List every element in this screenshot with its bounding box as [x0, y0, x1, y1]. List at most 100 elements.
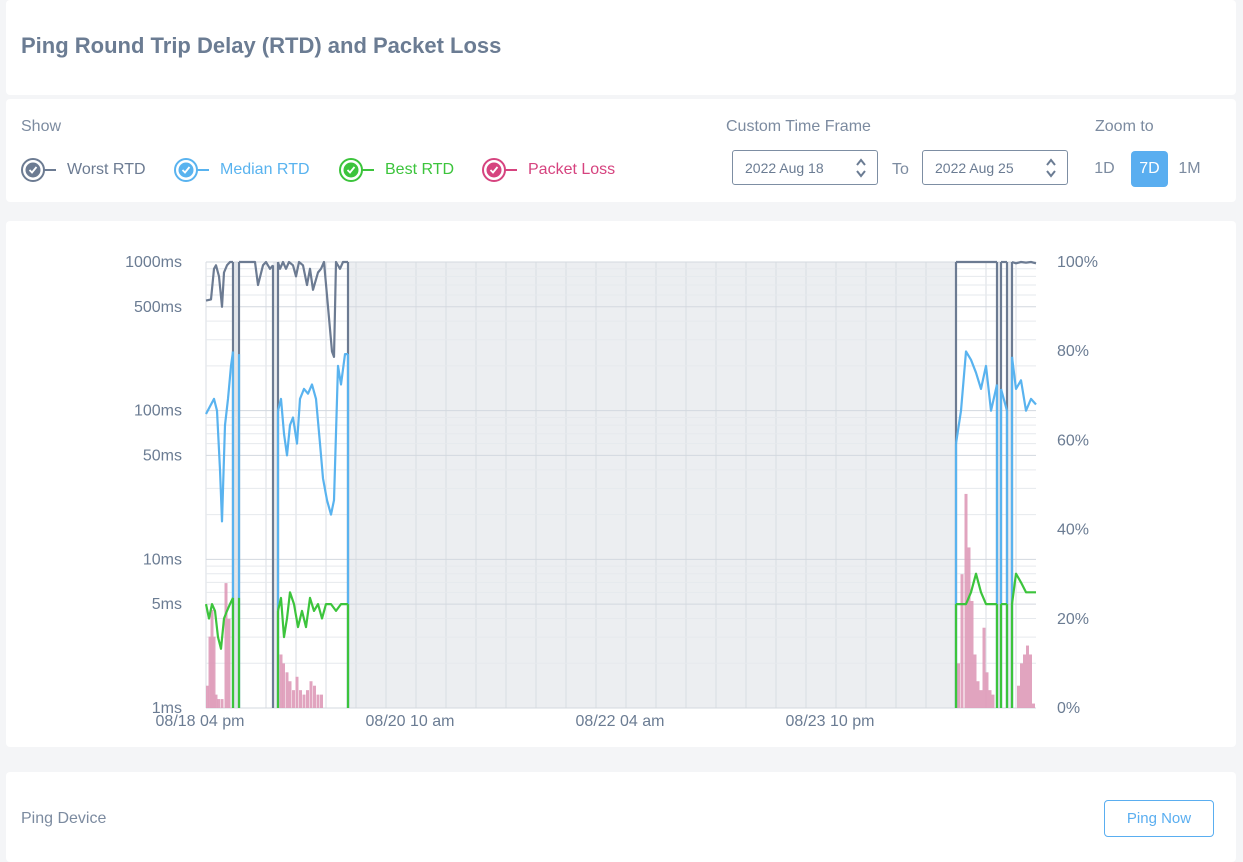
rtd-loss-chart: 1000ms 500ms 100ms 50ms 10ms 5ms 1ms 100% 80% 60%… — [125, 254, 1098, 730]
packet-loss-bar — [1026, 645, 1029, 708]
packet-loss-bar — [279, 654, 283, 708]
packet-loss-bar — [988, 690, 992, 708]
series-best-rtd-line — [276, 591, 348, 639]
packet-loss-bar — [316, 694, 320, 708]
zoom-label: Zoom to — [1095, 118, 1154, 135]
zoom-1m-button[interactable]: 1M — [1178, 160, 1201, 177]
offline-range — [997, 262, 1001, 708]
series-median-rtd-line — [205, 351, 235, 523]
packet-loss-bar — [979, 690, 983, 708]
from-date-value: 2022 Aug 18 — [745, 159, 824, 176]
x-tick-label: 08/23 10 pm — [786, 713, 875, 730]
chart-card: 1000ms 500ms 100ms 50ms 10ms 5ms 1ms 100% 80% 60%… — [6, 221, 1236, 747]
check-circle-icon — [174, 158, 209, 182]
packet-loss-bar — [292, 690, 295, 708]
x-tick-label: 08/22 04 am — [576, 713, 665, 730]
ping-now-button[interactable]: Ping Now — [1104, 800, 1214, 837]
legend-worst-rtd[interactable]: Worst RTD — [21, 157, 146, 183]
packet-loss-bar — [957, 663, 960, 708]
packet-loss-bar — [295, 676, 299, 708]
packet-loss-bar — [991, 694, 995, 708]
packet-loss-bar — [1032, 703, 1035, 708]
packet-loss-bar — [1029, 654, 1032, 708]
series-median-rtd-line — [1010, 356, 1037, 412]
x-tick-label: 08/18 04 pm — [156, 713, 245, 730]
y-right-tick-label: 100% — [1057, 254, 1098, 271]
legend-best-rtd[interactable]: Best RTD — [339, 157, 454, 183]
packet-loss-bar — [224, 583, 228, 708]
y-left-tick-label: 100ms — [134, 403, 182, 420]
packet-loss-bar — [217, 699, 220, 708]
packet-loss-bar — [299, 690, 302, 708]
timeframe-label: Custom Time Frame — [726, 118, 871, 135]
y-right-tick-label: 80% — [1057, 343, 1089, 360]
y-right-tick-label: 20% — [1057, 611, 1089, 628]
series-best-rtd-line — [1010, 572, 1036, 605]
packet-loss-bar — [208, 636, 212, 708]
packet-loss-bar — [973, 654, 977, 708]
ping-device-label: Ping Device — [21, 810, 107, 827]
packet-loss-bar — [1017, 685, 1020, 708]
packet-loss-bar — [985, 672, 989, 708]
legend-label: Median RTD — [220, 161, 310, 178]
y-left-tick-label: 500ms — [134, 299, 182, 316]
y-left-tick-label: 10ms — [143, 551, 182, 568]
packet-loss-bar — [960, 574, 964, 708]
offline-range — [1007, 262, 1012, 708]
packet-loss-bar — [1023, 654, 1026, 708]
check-circle-icon — [339, 158, 374, 182]
controls-card: Show Worst RTD Median RTD Best RTD — [6, 99, 1236, 202]
packet-loss-bar — [967, 547, 971, 708]
show-label: Show — [21, 118, 62, 135]
packet-loss-bar — [285, 672, 289, 708]
y-left-tick-label: 1ms — [152, 700, 182, 717]
y-right-tick-label: 0% — [1057, 700, 1080, 717]
y-left-tick-label: 50ms — [143, 447, 182, 464]
series-best-rtd-line — [956, 572, 997, 606]
series-median-rtd-line — [276, 353, 348, 516]
packet-loss-bar — [220, 699, 224, 708]
legend-label: Packet Loss — [528, 161, 616, 178]
y-left-tick-label: 5ms — [152, 596, 182, 613]
packet-loss-bar — [313, 685, 316, 708]
to-label: To — [892, 161, 909, 178]
from-date-input[interactable]: 2022 Aug 18 — [732, 150, 878, 185]
packet-loss-bar — [206, 685, 209, 708]
stepper-icon[interactable] — [1045, 157, 1057, 179]
title-card: Ping Round Trip Delay (RTD) and Packet L… — [6, 0, 1236, 95]
series-worst-rtd-line — [205, 260, 233, 308]
y-right-tick-label: 40% — [1057, 522, 1089, 539]
series-worst-rtd-line — [276, 260, 348, 358]
ping-card: Ping Device Ping Now — [6, 772, 1236, 862]
stepper-icon[interactable] — [855, 157, 867, 179]
legend-packet-loss[interactable]: Packet Loss — [482, 157, 615, 183]
packet-loss-bar — [302, 694, 306, 708]
offline-range — [273, 262, 278, 708]
packet-loss-bar — [282, 663, 285, 708]
to-date-value: 2022 Aug 25 — [935, 159, 1014, 176]
packet-loss-bar — [288, 681, 292, 708]
zoom-7d-button[interactable]: 7D — [1131, 151, 1168, 187]
packet-loss-bar — [976, 681, 980, 708]
y-right-tick-label: 60% — [1057, 432, 1089, 449]
packet-loss-bar — [306, 690, 309, 708]
legend-label: Best RTD — [385, 161, 455, 178]
packet-loss-bar — [1020, 663, 1023, 708]
series-worst-rtd-line — [1011, 260, 1037, 265]
packet-loss-bar — [309, 681, 313, 708]
zoom-1d-button[interactable]: 1D — [1094, 160, 1115, 177]
offline-range — [348, 262, 956, 708]
x-tick-label: 08/20 10 am — [366, 713, 455, 730]
packet-loss-bar — [227, 618, 231, 708]
packet-loss-bar — [320, 694, 323, 708]
packet-loss-bar — [210, 609, 214, 708]
check-circle-icon — [21, 158, 56, 182]
legend-median-rtd[interactable]: Median RTD — [174, 157, 310, 183]
to-date-input[interactable]: 2022 Aug 25 — [922, 150, 1068, 185]
legend-label: Worst RTD — [67, 161, 146, 178]
packet-loss-bar — [212, 636, 216, 708]
check-circle-icon — [482, 158, 517, 182]
packet-loss-bar — [982, 627, 986, 708]
series-best-rtd-line — [204, 597, 234, 650]
page-title: Ping Round Trip Delay (RTD) and Packet L… — [21, 33, 502, 58]
